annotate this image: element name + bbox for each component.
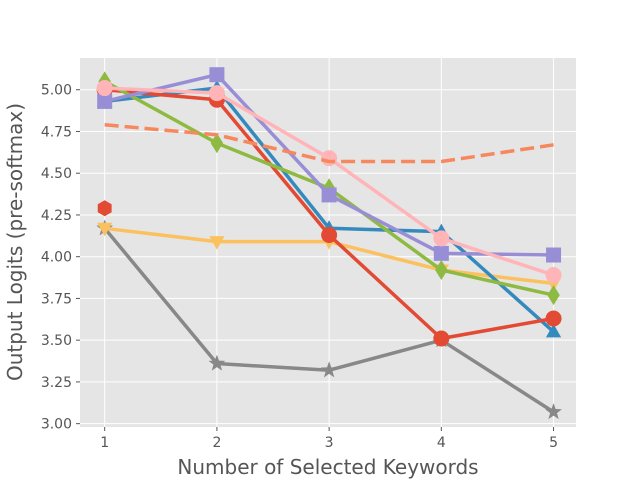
x-tick-label: 5 xyxy=(549,435,558,451)
series-9 xyxy=(104,123,554,164)
y-tick-label: 4.00 xyxy=(41,250,72,266)
triangle-down-marker xyxy=(209,236,225,250)
series-line xyxy=(104,123,554,164)
diamond-marker xyxy=(210,133,224,154)
y-tick-label: 5.00 xyxy=(41,83,72,99)
y-tick-label: 3.25 xyxy=(41,375,72,391)
circle-marker xyxy=(545,310,562,327)
series-7 xyxy=(97,67,562,263)
square-marker xyxy=(209,67,225,83)
diamond-marker xyxy=(435,260,448,281)
triangle-up-marker xyxy=(545,323,562,338)
square-marker xyxy=(321,187,337,203)
diamond-marker xyxy=(547,285,560,306)
x-axis-ticks: 1 2 3 4 5 xyxy=(100,427,558,451)
y-axis-ticks: 3.00 3.25 3.50 3.75 4.00 4.25 4.50 4.75 5.00 xyxy=(41,83,80,433)
series-5 xyxy=(97,200,112,217)
square-marker xyxy=(97,93,113,109)
x-tick-label: 2 xyxy=(212,435,221,451)
series-layer xyxy=(96,67,562,420)
square-marker xyxy=(546,247,562,263)
circle-marker xyxy=(321,150,338,167)
triangle-down-marker xyxy=(97,222,113,237)
circle-marker xyxy=(321,226,338,243)
square-marker xyxy=(433,245,449,261)
y-tick-label: 4.25 xyxy=(41,208,72,224)
x-tick-label: 1 xyxy=(100,435,109,451)
y-tick-label: 4.75 xyxy=(41,124,72,140)
star-marker xyxy=(320,361,338,378)
circle-marker xyxy=(545,267,562,284)
star-marker xyxy=(208,354,226,371)
x-tick-label: 3 xyxy=(325,435,334,451)
circle-marker xyxy=(208,85,225,102)
y-tick-label: 4.50 xyxy=(41,166,72,182)
circle-marker xyxy=(433,230,450,247)
y-tick-label: 3.75 xyxy=(41,291,72,307)
series-8 xyxy=(96,80,562,284)
circle-marker xyxy=(433,330,450,347)
x-tick-label: 4 xyxy=(437,435,446,451)
y-tick-label: 3.50 xyxy=(41,333,72,349)
y-tick-label: 3.00 xyxy=(41,417,72,433)
circle-marker xyxy=(96,80,113,97)
y-axis-label: Output Logits (pre-softmax) xyxy=(3,103,27,381)
hexagon-marker xyxy=(97,200,112,217)
x-axis-label: Number of Selected Keywords xyxy=(177,455,478,479)
star-marker xyxy=(545,403,562,420)
